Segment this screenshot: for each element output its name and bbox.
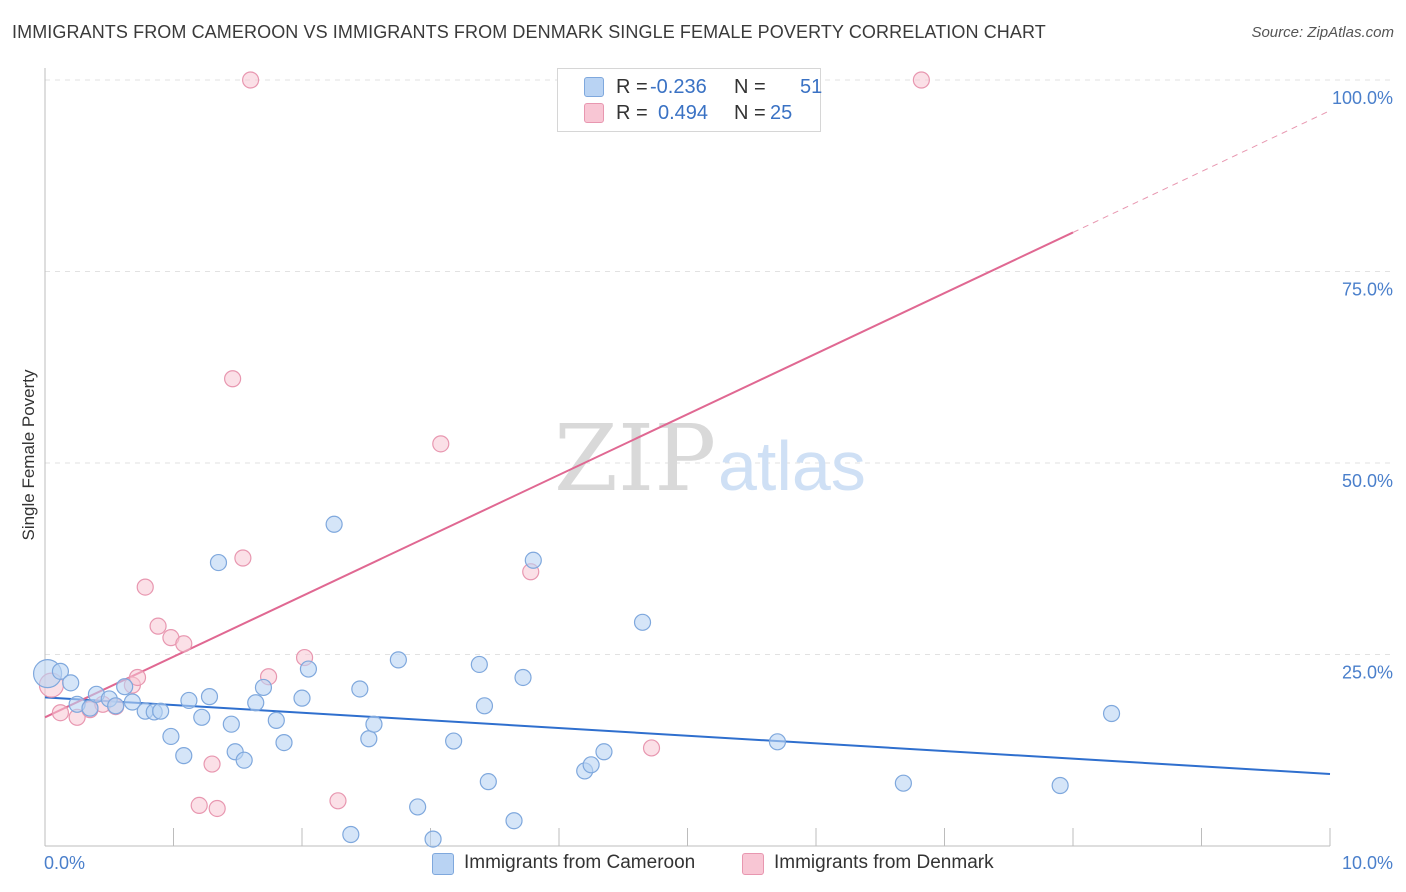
cameroon-point bbox=[222, 715, 240, 733]
y-tick-label: 75.0% bbox=[1342, 280, 1393, 300]
cameroon-point bbox=[81, 699, 99, 717]
cameroon-point bbox=[633, 613, 652, 631]
denmark-point bbox=[51, 704, 70, 722]
denmark-point bbox=[203, 755, 221, 773]
cameroon-point bbox=[470, 655, 488, 674]
cameroon-point bbox=[116, 678, 134, 696]
correlation-legend: R = -0.236 N = 51 R = 0.494 N = 25 bbox=[557, 68, 823, 132]
denmark-point bbox=[242, 71, 260, 89]
cameroon-point bbox=[162, 727, 180, 746]
cameroon-point bbox=[505, 812, 523, 830]
cameroon-point bbox=[51, 662, 70, 680]
y-tick-label: 50.0% bbox=[1342, 471, 1393, 491]
cameroon-point bbox=[325, 515, 343, 533]
legend-r-value: -0.236 bbox=[650, 76, 707, 98]
denmark-point bbox=[234, 549, 252, 567]
denmark-point bbox=[136, 578, 154, 596]
denmark-point bbox=[224, 370, 242, 388]
legend-r-label: R = bbox=[616, 102, 648, 124]
cameroon-point bbox=[180, 691, 198, 710]
legend-n-label: N = bbox=[734, 76, 766, 98]
cameroon-point bbox=[209, 553, 228, 572]
watermark-zip: ZIP bbox=[554, 405, 716, 512]
cameroon-point bbox=[365, 715, 383, 733]
y-axis-label: Single Female Poverty bbox=[19, 369, 38, 541]
legend-r-label: R = bbox=[616, 76, 648, 98]
watermark-atlas: atlas bbox=[718, 427, 866, 505]
source-credit: Source: ZipAtlas.com bbox=[1251, 24, 1394, 41]
cameroon-point bbox=[360, 730, 378, 748]
legend-n-label: N = bbox=[734, 102, 766, 124]
cameroon-point bbox=[62, 674, 80, 692]
cameroon-point bbox=[267, 711, 285, 729]
legend-n-value: 25 bbox=[770, 102, 793, 124]
denmark-point bbox=[175, 635, 193, 653]
cameroon-point bbox=[582, 756, 600, 774]
denmark-point bbox=[642, 739, 661, 757]
y-tick-label: 100.0% bbox=[1332, 88, 1393, 108]
cameroon-point bbox=[1102, 704, 1121, 723]
legend-r-value: 0.494 bbox=[658, 102, 709, 124]
cameroon-swatch bbox=[584, 77, 604, 97]
chart-title: IMMIGRANTS FROM CAMEROON VS IMMIGRANTS F… bbox=[12, 22, 1046, 42]
cameroon-point bbox=[424, 830, 442, 848]
cameroon-point bbox=[123, 693, 141, 711]
denmark-point bbox=[190, 796, 208, 815]
cameroon-points bbox=[32, 515, 1121, 848]
cameroon-point bbox=[595, 743, 613, 761]
denmark-point bbox=[208, 799, 226, 818]
denmark-swatch bbox=[742, 853, 764, 875]
cameroon-point bbox=[275, 733, 293, 752]
cameroon-point bbox=[293, 689, 311, 707]
denmark-point bbox=[912, 71, 930, 89]
denmark-swatch bbox=[584, 103, 604, 123]
cameroon-point bbox=[389, 651, 407, 669]
cameroon-point bbox=[175, 747, 193, 765]
x-tick-label: 0.0% bbox=[44, 853, 85, 873]
cameroon-point bbox=[193, 708, 211, 726]
cameroon-point bbox=[514, 668, 532, 687]
denmark-trend-line bbox=[44, 231, 1074, 719]
cameroon-point bbox=[200, 688, 219, 706]
denmark-point bbox=[149, 617, 167, 635]
y-tick-label: 25.0% bbox=[1342, 663, 1393, 683]
cameroon-point bbox=[894, 774, 912, 792]
cameroon-point bbox=[475, 697, 494, 715]
cameroon-point bbox=[479, 773, 497, 791]
legend-n-value: 51 bbox=[800, 76, 823, 98]
watermark: ZIP atlas bbox=[554, 405, 866, 512]
cameroon-point bbox=[768, 733, 787, 751]
denmark-point bbox=[329, 792, 347, 810]
cameroon-point bbox=[351, 680, 369, 698]
cameroon-point bbox=[409, 798, 427, 816]
cameroon-point bbox=[254, 678, 273, 697]
denmark-point bbox=[128, 668, 147, 687]
cameroon-point bbox=[152, 702, 170, 720]
cameroon-point bbox=[524, 551, 542, 569]
legend-label-cameroon: Immigrants from Cameroon bbox=[464, 852, 696, 873]
cameroon-point bbox=[299, 660, 318, 678]
x-tick-label: 10.0% bbox=[1342, 853, 1393, 873]
cameroon-point bbox=[445, 732, 463, 750]
gridlines bbox=[45, 79, 1395, 655]
legend-label-denmark: Immigrants from Denmark bbox=[774, 852, 994, 873]
cameroon-point bbox=[247, 694, 265, 712]
cameroon-point bbox=[1051, 776, 1069, 795]
cameroon-point bbox=[235, 751, 253, 769]
tick-labels: 25.0% 50.0% 75.0% 100.0% 0.0% 10.0% bbox=[44, 88, 1393, 873]
denmark-point bbox=[432, 435, 450, 453]
cameroon-swatch bbox=[432, 853, 454, 875]
denmark-trend-extension bbox=[1072, 110, 1331, 233]
cameroon-point bbox=[107, 697, 125, 715]
cameroon-point bbox=[342, 825, 360, 844]
